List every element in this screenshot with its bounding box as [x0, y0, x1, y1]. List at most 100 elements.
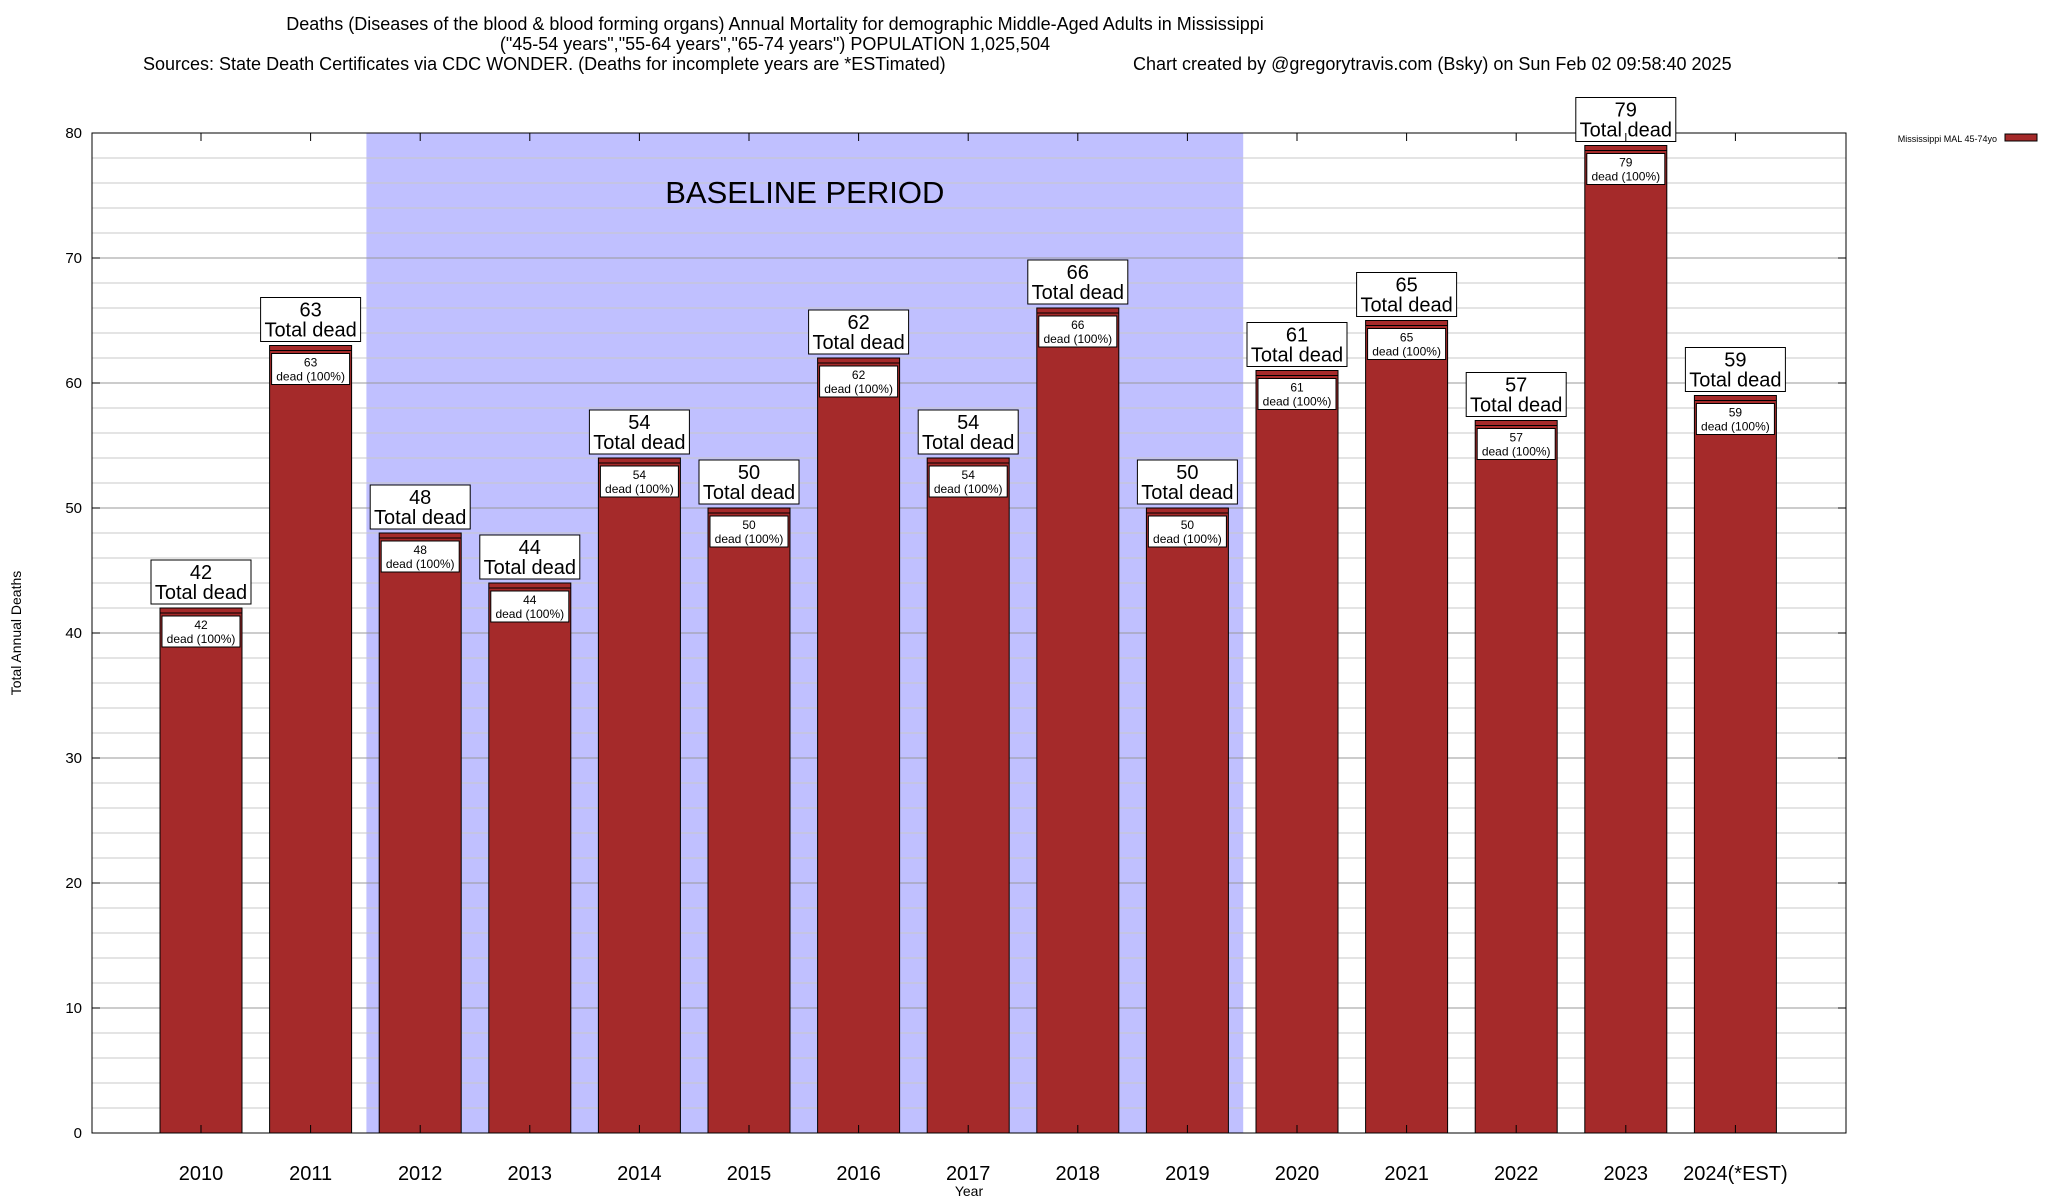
total-label-text: Total dead — [1032, 282, 1124, 304]
y-tick-label: 30 — [65, 750, 82, 767]
x-tick-label: 2015 — [727, 1163, 772, 1185]
inner-label-value: 44 — [523, 593, 537, 607]
legend-entry-label: Mississippi MAL 45-74yo — [1898, 134, 1997, 144]
bar-2014 — [598, 458, 680, 1133]
total-label-value: 66 — [1067, 262, 1089, 284]
inner-label-value: 66 — [1071, 318, 1085, 332]
inner-label-text: dead (100%) — [1263, 395, 1332, 409]
total-label-value: 54 — [957, 412, 979, 434]
total-label-text: Total dead — [593, 432, 685, 454]
x-tick-label: 2010 — [179, 1163, 224, 1185]
bar-2019 — [1146, 508, 1228, 1133]
legend-swatch — [2005, 134, 2037, 141]
y-tick-label: 0 — [74, 1125, 82, 1142]
total-label-text: Total dead — [264, 320, 356, 342]
inner-label-value: 59 — [1729, 406, 1743, 420]
x-tick-label: 2019 — [1165, 1163, 1210, 1185]
total-label-value: 63 — [299, 300, 321, 322]
total-label-text: Total dead — [812, 332, 904, 354]
x-tick-label: 2014 — [617, 1163, 662, 1185]
y-tick-label: 20 — [65, 875, 82, 892]
y-tick-label: 10 — [65, 1000, 82, 1017]
total-label-text: Total dead — [703, 482, 795, 504]
x-tick-label: 2011 — [289, 1163, 332, 1185]
bar-2016 — [818, 358, 900, 1133]
total-label-value: 42 — [190, 562, 212, 584]
bar-2021 — [1366, 321, 1448, 1134]
x-axis-label: Year — [955, 1183, 984, 1199]
inner-label-value: 79 — [1619, 156, 1633, 170]
total-label-text: Total dead — [1470, 395, 1562, 417]
y-tick-label: 70 — [65, 250, 82, 267]
x-tick-label: 2021 — [1384, 1163, 1429, 1185]
bar-2011 — [270, 346, 352, 1134]
x-tick-label: 2020 — [1275, 1163, 1320, 1185]
bar-2022 — [1475, 421, 1557, 1134]
inner-label-value: 57 — [1510, 431, 1524, 445]
inner-label-value: 62 — [852, 368, 866, 382]
bar-2013 — [489, 583, 571, 1133]
inner-label-value: 50 — [1181, 518, 1195, 532]
inner-label-text: dead (100%) — [824, 382, 893, 396]
inner-label-value: 61 — [1290, 381, 1304, 395]
inner-label-value: 42 — [194, 618, 208, 632]
total-label-text: Total dead — [1360, 295, 1452, 317]
inner-label-text: dead (100%) — [1043, 332, 1112, 346]
bar-2020 — [1256, 371, 1338, 1134]
bar-2024(*EST) — [1694, 396, 1776, 1134]
total-label-text: Total dead — [922, 432, 1014, 454]
total-label-value: 65 — [1395, 275, 1417, 297]
inner-label-text: dead (100%) — [715, 532, 784, 546]
x-tick-label: 2022 — [1494, 1163, 1539, 1185]
total-label-value: 44 — [519, 537, 541, 559]
baseline-period-label: BASELINE PERIOD — [665, 175, 944, 210]
x-tick-label: 2018 — [1056, 1163, 1101, 1185]
inner-label-text: dead (100%) — [1153, 532, 1222, 546]
bar-2010 — [160, 608, 242, 1133]
bar-2017 — [927, 458, 1009, 1133]
total-label-text: Total dead — [155, 582, 247, 604]
inner-label-text: dead (100%) — [1701, 420, 1770, 434]
inner-label-value: 54 — [962, 468, 976, 482]
inner-label-text: dead (100%) — [167, 632, 236, 646]
inner-label-text: dead (100%) — [605, 482, 674, 496]
inner-label-value: 50 — [742, 518, 756, 532]
inner-label-text: dead (100%) — [1591, 170, 1660, 184]
inner-label-text: dead (100%) — [276, 370, 345, 384]
inner-label-value: 63 — [304, 356, 318, 370]
inner-label-value: 65 — [1400, 331, 1414, 345]
inner-label-text: dead (100%) — [934, 482, 1003, 496]
bar-2012 — [379, 533, 461, 1133]
bar-2018 — [1037, 308, 1119, 1133]
total-label-value: 61 — [1286, 325, 1308, 347]
total-label-value: 50 — [738, 462, 760, 484]
total-label-text: Total dead — [1141, 482, 1233, 504]
y-axis-label: Total Annual Deaths — [8, 571, 24, 696]
inner-label-value: 48 — [414, 543, 428, 557]
inner-label-text: dead (100%) — [1482, 445, 1551, 459]
total-label-value: 57 — [1505, 375, 1527, 397]
inner-label-text: dead (100%) — [495, 607, 564, 621]
total-label-value: 79 — [1615, 100, 1637, 122]
bar-2015 — [708, 508, 790, 1133]
x-tick-label: 2017 — [946, 1163, 991, 1185]
y-tick-label: 40 — [65, 625, 82, 642]
inner-label-text: dead (100%) — [1372, 345, 1441, 359]
bar-2023 — [1585, 146, 1667, 1134]
total-label-text: Total dead — [484, 557, 576, 579]
total-label-value: 62 — [847, 312, 869, 334]
x-tick-label: 2023 — [1604, 1163, 1649, 1185]
inner-label-text: dead (100%) — [386, 557, 455, 571]
total-label-text: Total dead — [1251, 345, 1343, 367]
inner-label-value: 54 — [633, 468, 647, 482]
x-tick-label: 2012 — [398, 1163, 443, 1185]
x-tick-label: 2013 — [508, 1163, 553, 1185]
y-tick-label: 50 — [65, 500, 82, 517]
y-tick-label: 80 — [65, 125, 82, 142]
x-tick-label: 2016 — [836, 1163, 881, 1185]
x-tick-label: 2024(*EST) — [1683, 1163, 1788, 1185]
total-label-text: Total dead — [1689, 370, 1781, 392]
total-label-value: 59 — [1724, 350, 1746, 372]
total-label-value: 54 — [628, 412, 650, 434]
